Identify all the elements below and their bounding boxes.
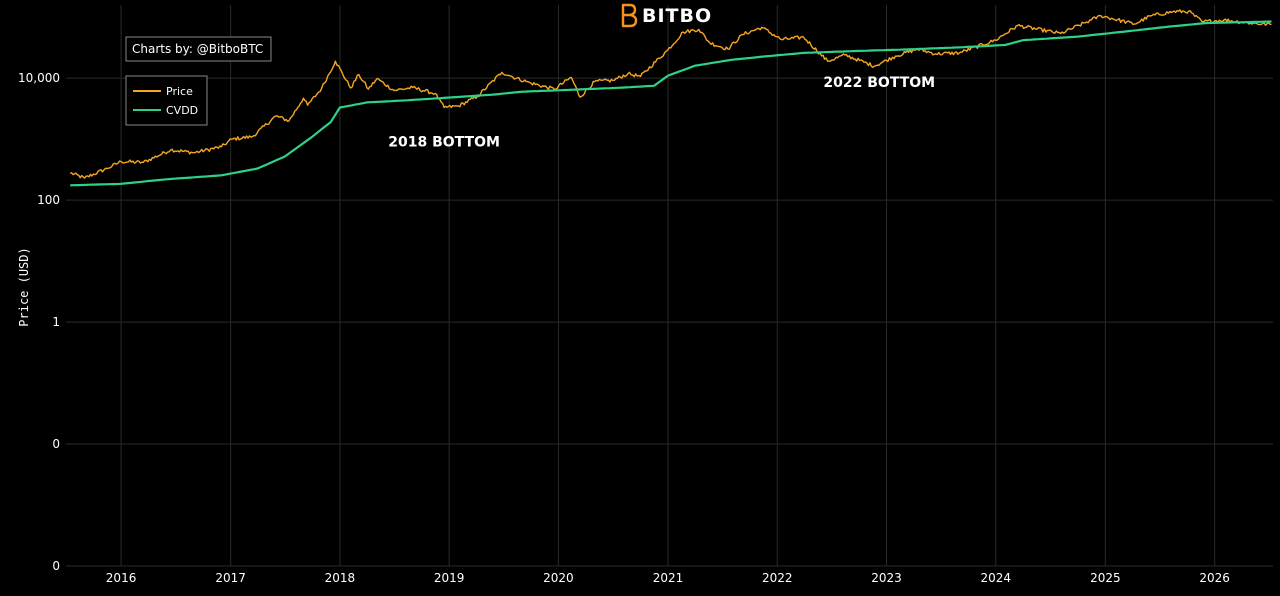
x-tick-label: 2024 xyxy=(981,571,1012,585)
annotation-label: 2022 BOTTOM xyxy=(823,75,935,91)
x-tick-label: 2026 xyxy=(1199,571,1230,585)
annotation-label: 2018 BOTTOM xyxy=(388,135,500,151)
x-tick-label: 2021 xyxy=(653,571,684,585)
series-layer xyxy=(70,9,1272,187)
x-axis: 2016 2017 2018 2019 2020 2021 2022 2023 2024 2025… xyxy=(106,571,1230,585)
x-tick-label: 2020 xyxy=(543,571,574,585)
x-tick-label: 2023 xyxy=(871,571,902,585)
x-grid xyxy=(120,5,1216,566)
brand-name: BITBO xyxy=(642,5,712,27)
legend: Price CVDD xyxy=(125,75,208,126)
y-tick-label: 0 xyxy=(52,559,60,573)
credit-text: Charts by: @BitboBTC xyxy=(132,42,263,56)
y-grid xyxy=(66,77,1273,567)
y-tick-label: 1 xyxy=(52,315,60,329)
x-tick-label: 2022 xyxy=(762,571,793,585)
brand-logo: BITBO xyxy=(621,3,712,28)
y-axis-title: Price (USD) xyxy=(17,247,31,326)
x-tick-label: 2016 xyxy=(106,571,137,585)
y-tick-label: 0 xyxy=(52,437,60,451)
legend-border xyxy=(125,75,208,126)
y-tick-label: 100 xyxy=(37,193,60,207)
x-tick-label: 2019 xyxy=(434,571,465,585)
legend-label: Price xyxy=(166,85,193,98)
x-tick-label: 2025 xyxy=(1090,571,1121,585)
legend-items: Price CVDD xyxy=(133,85,198,117)
series-line-cvdd xyxy=(70,20,1272,187)
y-tick-label: 10,000 xyxy=(18,71,60,85)
credit-box-border xyxy=(125,36,272,62)
legend-label: CVDD xyxy=(166,104,198,117)
x-tick-label: 2018 xyxy=(325,571,356,585)
bitbo-b-logo-icon xyxy=(621,3,638,28)
x-tick-label: 2017 xyxy=(215,571,246,585)
credit-box: Charts by: @BitboBTC xyxy=(125,36,272,62)
series-line-price xyxy=(70,9,1272,179)
annotations: 2018 BOTTOM 2022 BOTTOM xyxy=(388,75,935,150)
